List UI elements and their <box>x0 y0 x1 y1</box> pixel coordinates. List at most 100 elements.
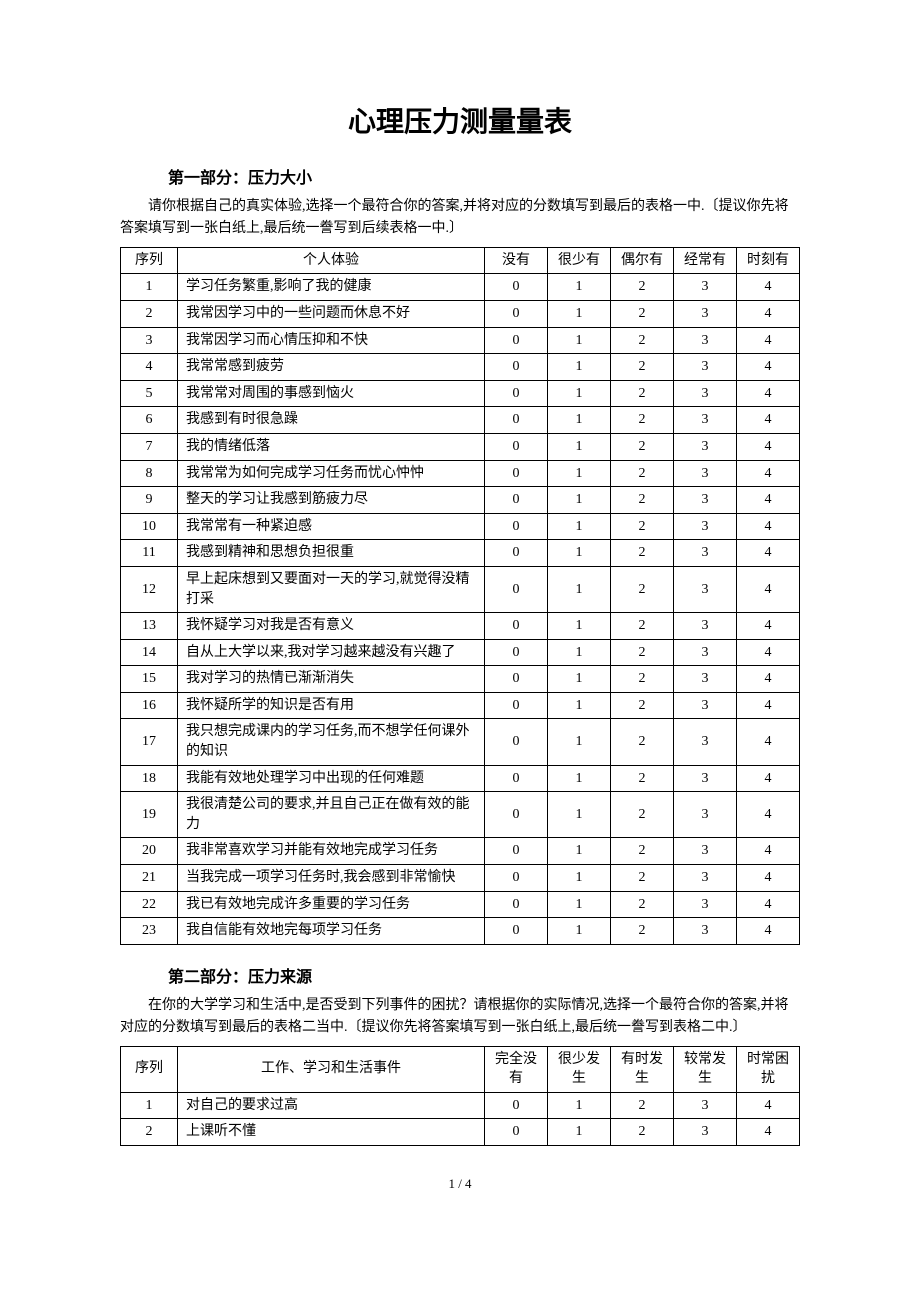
score-cell: 3 <box>674 274 737 301</box>
row-seq: 13 <box>121 613 178 640</box>
score-cell: 3 <box>674 765 737 792</box>
row-item: 我怀疑学习对我是否有意义 <box>178 613 485 640</box>
section1-heading: 第一部分：压力大小 <box>168 164 800 188</box>
col-seq-header: 序列 <box>121 1046 178 1092</box>
row-item: 我自信能有效地完每项学习任务 <box>178 918 485 945</box>
score-cell: 3 <box>674 838 737 865</box>
score-cell: 0 <box>485 327 548 354</box>
row-item: 我感到精神和思想负担很重 <box>178 540 485 567</box>
score-cell: 0 <box>485 460 548 487</box>
section1-table: 序列 个人体验 没有 很少有 偶尔有 经常有 时刻有 1学习任务繁重,影响了我的… <box>120 247 800 945</box>
col-score-header: 经常有 <box>674 247 737 274</box>
score-cell: 2 <box>611 765 674 792</box>
row-seq: 6 <box>121 407 178 434</box>
row-item: 早上起床想到又要面对一天的学习,就觉得没精打采 <box>178 566 485 612</box>
row-item: 我对学习的热情已渐渐消失 <box>178 666 485 693</box>
table-row: 15我对学习的热情已渐渐消失01234 <box>121 666 800 693</box>
row-seq: 2 <box>121 300 178 327</box>
score-cell: 0 <box>485 639 548 666</box>
row-seq: 8 <box>121 460 178 487</box>
row-item: 学习任务繁重,影响了我的健康 <box>178 274 485 301</box>
table-row: 23我自信能有效地完每项学习任务01234 <box>121 918 800 945</box>
score-cell: 2 <box>611 566 674 612</box>
score-cell: 3 <box>674 566 737 612</box>
section2-heading: 第二部分：压力来源 <box>168 963 800 987</box>
score-cell: 1 <box>548 719 611 765</box>
score-cell: 3 <box>674 327 737 354</box>
score-cell: 2 <box>611 891 674 918</box>
score-cell: 1 <box>548 838 611 865</box>
document-title: 心理压力测量量表 <box>120 100 800 140</box>
score-cell: 2 <box>611 433 674 460</box>
row-item: 我怀疑所学的知识是否有用 <box>178 692 485 719</box>
score-cell: 4 <box>737 433 800 460</box>
row-seq: 15 <box>121 666 178 693</box>
score-cell: 2 <box>611 407 674 434</box>
row-item: 我感到有时很急躁 <box>178 407 485 434</box>
score-cell: 2 <box>611 513 674 540</box>
row-seq: 11 <box>121 540 178 567</box>
score-cell: 3 <box>674 1119 737 1146</box>
score-cell: 3 <box>674 540 737 567</box>
score-cell: 4 <box>737 354 800 381</box>
score-cell: 3 <box>674 666 737 693</box>
score-cell: 1 <box>548 692 611 719</box>
score-cell: 4 <box>737 327 800 354</box>
score-cell: 4 <box>737 460 800 487</box>
table-row: 13我怀疑学习对我是否有意义01234 <box>121 613 800 640</box>
score-cell: 1 <box>548 792 611 838</box>
score-cell: 1 <box>548 639 611 666</box>
score-cell: 3 <box>674 460 737 487</box>
row-item: 对自己的要求过高 <box>178 1092 485 1119</box>
score-cell: 2 <box>611 613 674 640</box>
row-seq: 17 <box>121 719 178 765</box>
score-cell: 0 <box>485 838 548 865</box>
score-cell: 1 <box>548 513 611 540</box>
score-cell: 2 <box>611 666 674 693</box>
score-cell: 4 <box>737 765 800 792</box>
score-cell: 2 <box>611 327 674 354</box>
table-row: 22我已有效地完成许多重要的学习任务01234 <box>121 891 800 918</box>
score-cell: 4 <box>737 792 800 838</box>
score-cell: 2 <box>611 865 674 892</box>
table-row: 2上课听不懂01234 <box>121 1119 800 1146</box>
col-item-header: 个人体验 <box>178 247 485 274</box>
score-cell: 0 <box>485 865 548 892</box>
score-cell: 2 <box>611 918 674 945</box>
score-cell: 3 <box>674 719 737 765</box>
score-cell: 1 <box>548 274 611 301</box>
row-seq: 22 <box>121 891 178 918</box>
table-row: 18我能有效地处理学习中出现的任何难题01234 <box>121 765 800 792</box>
score-cell: 3 <box>674 513 737 540</box>
table-row: 6我感到有时很急躁01234 <box>121 407 800 434</box>
score-cell: 3 <box>674 407 737 434</box>
score-cell: 4 <box>737 639 800 666</box>
score-cell: 0 <box>485 792 548 838</box>
col-score-header: 很少发生 <box>548 1046 611 1092</box>
row-item: 我很清楚公司的要求,并且自己正在做有效的能力 <box>178 792 485 838</box>
score-cell: 2 <box>611 792 674 838</box>
row-item: 整天的学习让我感到筋疲力尽 <box>178 487 485 514</box>
row-item: 我常因学习中的一些问题而休息不好 <box>178 300 485 327</box>
table-row: 12早上起床想到又要面对一天的学习,就觉得没精打采01234 <box>121 566 800 612</box>
score-cell: 0 <box>485 891 548 918</box>
table-row: 17我只想完成课内的学习任务,而不想学任何课外的知识01234 <box>121 719 800 765</box>
table-row: 5我常常对周围的事感到恼火01234 <box>121 380 800 407</box>
score-cell: 0 <box>485 719 548 765</box>
score-cell: 2 <box>611 692 674 719</box>
row-seq: 14 <box>121 639 178 666</box>
row-item: 自从上大学以来,我对学习越来越没有兴趣了 <box>178 639 485 666</box>
row-seq: 10 <box>121 513 178 540</box>
score-cell: 3 <box>674 433 737 460</box>
col-score-header: 完全没有 <box>485 1046 548 1092</box>
score-cell: 4 <box>737 613 800 640</box>
score-cell: 1 <box>548 354 611 381</box>
row-seq: 1 <box>121 274 178 301</box>
score-cell: 2 <box>611 354 674 381</box>
row-seq: 21 <box>121 865 178 892</box>
score-cell: 4 <box>737 407 800 434</box>
col-item-header: 工作、学习和生活事件 <box>178 1046 485 1092</box>
score-cell: 1 <box>548 666 611 693</box>
score-cell: 0 <box>485 274 548 301</box>
row-item: 我常常对周围的事感到恼火 <box>178 380 485 407</box>
